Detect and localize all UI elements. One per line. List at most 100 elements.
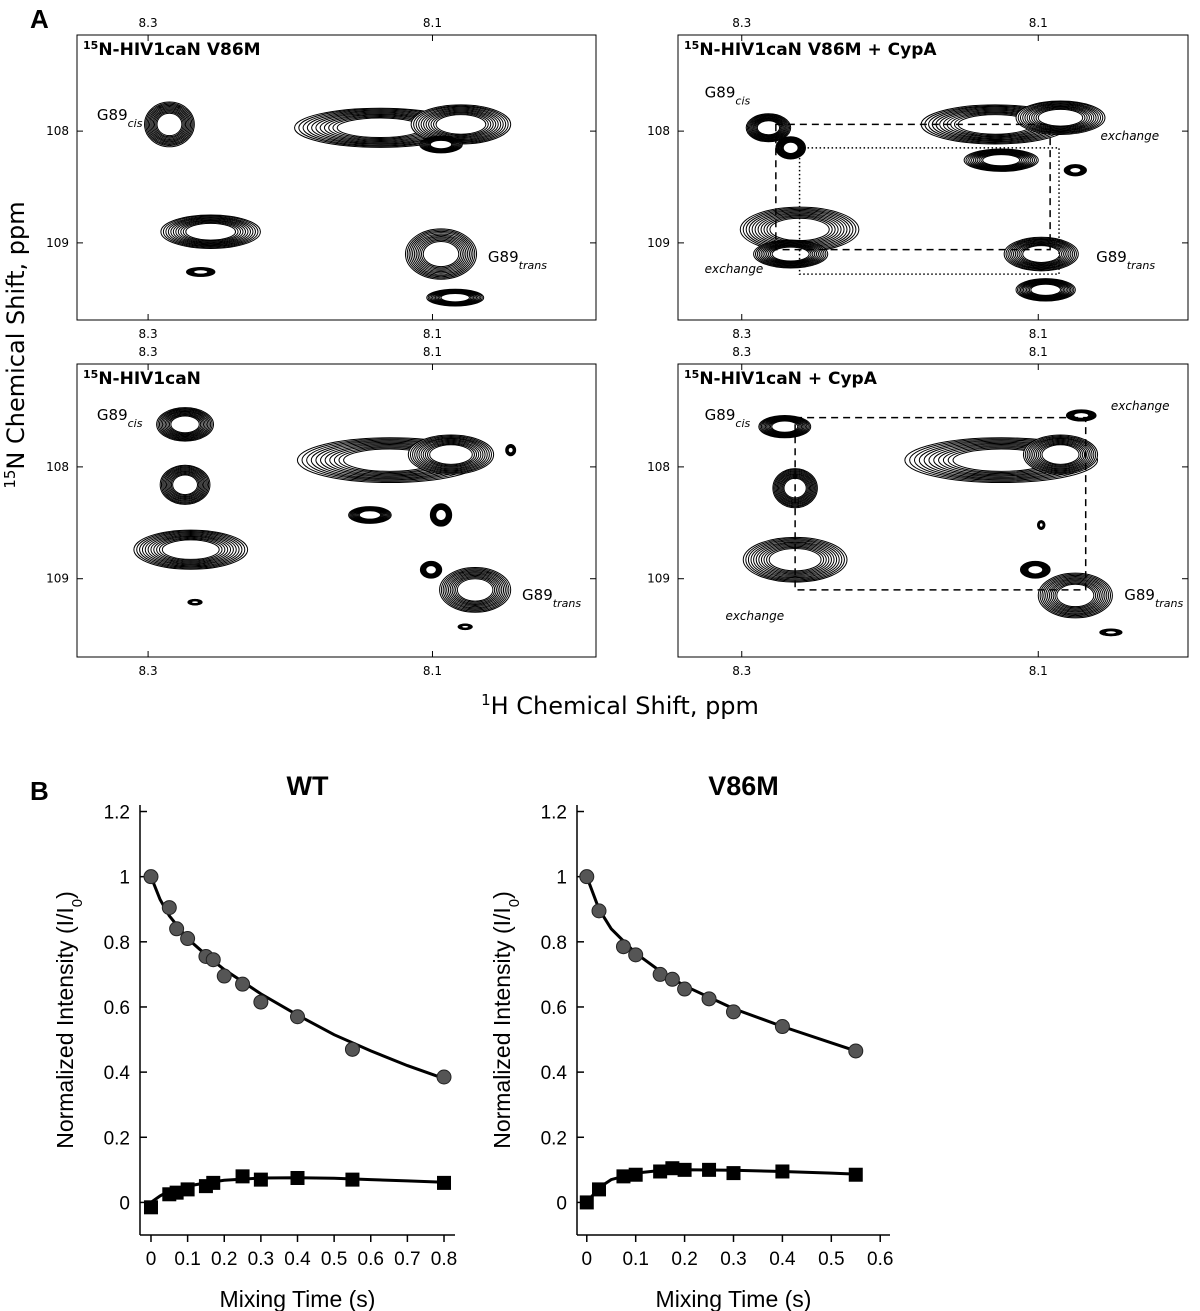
- data-point: [205, 952, 221, 968]
- exchange-box: [775, 123, 1051, 251]
- peak-contour: [433, 507, 449, 523]
- peak-contour: [449, 573, 501, 607]
- x-tick-label: 0.5: [818, 1249, 844, 1270]
- peak-contour: [165, 469, 205, 500]
- annotation-text: exchange: [705, 262, 764, 276]
- peak-contour: [432, 506, 450, 524]
- x-axis-label: 1H Chemical Shift, ppm: [481, 691, 759, 720]
- data-point: [143, 869, 159, 885]
- peak-contour: [167, 413, 203, 435]
- peak-contour: [162, 466, 208, 503]
- plot-frame: [76, 34, 597, 321]
- chart-title: 15N-HIV1caN: [83, 368, 201, 390]
- peak-contour: [1027, 282, 1064, 298]
- peak-contour: [451, 574, 499, 605]
- annotation: G89trans: [488, 248, 547, 272]
- x-tick-label: 0.1: [622, 1249, 648, 1270]
- peak-contour: [1005, 237, 1077, 271]
- peak-contour: [771, 246, 810, 262]
- annotation: G89cis: [705, 84, 751, 108]
- peak-contour: [759, 415, 810, 438]
- data-point: [206, 1175, 221, 1190]
- peak-contour: [167, 216, 254, 247]
- peak-contour: [427, 443, 475, 466]
- data-point: [774, 1019, 790, 1035]
- peak-contour: [141, 532, 240, 567]
- x-tick-label: 8.1: [1029, 327, 1048, 341]
- data-point: [180, 1182, 195, 1197]
- peak-contour: [1026, 104, 1095, 131]
- peak-contour: [417, 237, 465, 271]
- peak-contour: [410, 232, 472, 276]
- peak-contour: [161, 410, 209, 439]
- annotation: G89cis: [97, 106, 143, 130]
- annotation-text: exchange: [725, 609, 784, 623]
- peak-contour: [782, 141, 799, 154]
- peak-contour: [1033, 107, 1088, 129]
- data-point: [664, 971, 680, 987]
- peak-contour: [1022, 280, 1069, 299]
- peak-contour: [974, 151, 1028, 169]
- peak-contour: [425, 110, 497, 139]
- peak-contour: [425, 565, 437, 575]
- peak-contour: [1041, 574, 1110, 617]
- peak-contour: [434, 507, 448, 523]
- peak-contour: [1050, 580, 1100, 611]
- peak-contour: [177, 220, 244, 244]
- peak-contour: [156, 537, 226, 562]
- peak-contour: [1025, 282, 1066, 298]
- peak-contour: [750, 116, 787, 140]
- peak-contour: [1017, 278, 1075, 301]
- peak-contour: [747, 114, 789, 141]
- peak-contour: [455, 577, 496, 603]
- peak-contour: [967, 149, 1036, 171]
- peak-contour: [358, 510, 382, 520]
- peak-contour: [414, 437, 488, 472]
- peak-contour: [779, 139, 803, 157]
- peak-contour: [771, 420, 799, 433]
- data-point: [775, 1164, 790, 1179]
- peak-contour: [409, 435, 492, 474]
- data-point: [344, 1041, 360, 1057]
- peak-contour: [429, 139, 453, 150]
- peak-contour: [153, 110, 185, 139]
- annotation-text: exchange: [1101, 129, 1160, 143]
- peak-contour: [160, 465, 210, 504]
- peak-contour: [747, 539, 843, 581]
- peak-contour: [170, 415, 200, 434]
- peak-contour: [971, 150, 1032, 170]
- peak-contour: [158, 408, 212, 440]
- label-subscript: 0: [506, 899, 523, 907]
- peak-contour: [428, 111, 494, 138]
- peak-contour: [1024, 281, 1067, 299]
- peak-contour: [756, 240, 825, 268]
- data-point: [161, 900, 177, 916]
- peak-contour: [752, 117, 785, 139]
- annotation-subscript: trans: [1155, 596, 1184, 609]
- data-point: [235, 1169, 250, 1184]
- peak-contour: [965, 149, 1037, 172]
- annotation: G89trans: [1124, 586, 1183, 610]
- peak-contour: [172, 474, 199, 496]
- peak-contour: [755, 542, 835, 577]
- superscript: 15: [1, 470, 19, 489]
- peaks: [739, 100, 1106, 302]
- x-tick-label: 0: [146, 1249, 157, 1270]
- peak-contour: [190, 600, 200, 605]
- peak-contour: [749, 115, 788, 141]
- peak-contour: [1054, 582, 1097, 609]
- y-tick-label: 108: [647, 124, 670, 138]
- peak-contour: [430, 503, 452, 527]
- peak-contour: [406, 229, 476, 279]
- data-point: [726, 1004, 741, 1020]
- data-point: [235, 976, 251, 992]
- peak-contour: [435, 508, 447, 522]
- peak-contour: [150, 107, 189, 142]
- annotation: G89cis: [97, 406, 143, 430]
- title-text: N-HIV1caN: [98, 369, 201, 389]
- peak-contour: [139, 531, 243, 568]
- data-point: [592, 1182, 607, 1197]
- peak-contour: [168, 471, 202, 498]
- peak-contour: [165, 216, 256, 248]
- data-point: [726, 1166, 741, 1181]
